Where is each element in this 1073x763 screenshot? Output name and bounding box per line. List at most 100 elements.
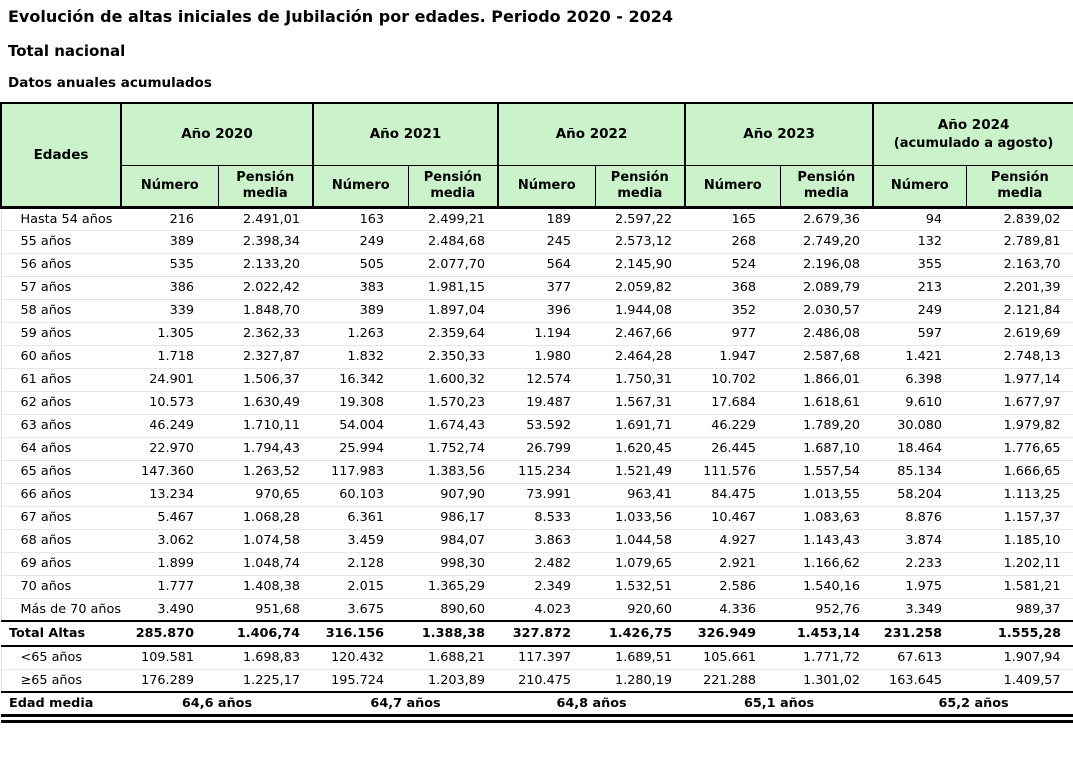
pension-media-cell: 1.225,17 bbox=[218, 668, 314, 692]
pension-media-cell: 1.710,11 bbox=[218, 413, 314, 437]
pension-media-cell: 890,60 bbox=[408, 597, 499, 621]
pension-media-cell: 2.839,02 bbox=[966, 207, 1073, 230]
numero-cell: 26.445 bbox=[685, 436, 781, 460]
row-label: 56 años bbox=[0, 252, 121, 276]
row-label: 58 años bbox=[0, 298, 121, 322]
numero-cell: 24.901 bbox=[121, 367, 218, 391]
pension-media-cell: 1.166,62 bbox=[780, 551, 874, 575]
pension-media-cell: 2.587,68 bbox=[780, 344, 874, 368]
numero-cell: 163.645 bbox=[873, 668, 967, 692]
pension-media-cell: 2.749,20 bbox=[780, 229, 874, 253]
numero-cell: 326.949 bbox=[685, 620, 781, 647]
year-header-2020: Año 2020 bbox=[119, 102, 314, 166]
numero-cell: 147.360 bbox=[121, 459, 218, 483]
numero-cell: 115.234 bbox=[498, 459, 596, 483]
numero-cell: 535 bbox=[121, 252, 218, 276]
pension-media-cell: 1.981,15 bbox=[408, 275, 499, 299]
pension-media-cell: 1.263,52 bbox=[218, 459, 314, 483]
numero-cell: 2.482 bbox=[498, 551, 596, 575]
pension-media-cell: 2.362,33 bbox=[218, 321, 314, 345]
pension-media-cell: 1.618,61 bbox=[780, 390, 874, 414]
pension-media-cell: 1.388,38 bbox=[408, 620, 499, 647]
pension-media-cell: 2.484,68 bbox=[408, 229, 499, 253]
row-label: 69 años bbox=[0, 551, 121, 575]
pension-media-cell: 920,60 bbox=[595, 597, 686, 621]
numero-cell: 4.023 bbox=[498, 597, 596, 621]
numero-cell: 1.421 bbox=[873, 344, 967, 368]
pension-media-cell: 2.619,69 bbox=[966, 321, 1073, 345]
pension-media-cell: 1.776,65 bbox=[966, 436, 1073, 460]
numero-cell: 9.610 bbox=[873, 390, 967, 414]
numero-cell: 316.156 bbox=[313, 620, 409, 647]
pension-media-cell: 2.359,64 bbox=[408, 321, 499, 345]
pension-media-cell: 1.674,43 bbox=[408, 413, 499, 437]
pension-media-cell: 989,37 bbox=[966, 597, 1073, 621]
age-row: 63 años 46.249 1.710,11 54.004 1.674,43 53.59… bbox=[0, 413, 1073, 437]
row-label: Más de 70 años bbox=[0, 597, 121, 621]
pension-media-cell: 998,30 bbox=[408, 551, 499, 575]
numero-cell: 368 bbox=[685, 275, 781, 299]
year-label: Año 2022 bbox=[555, 126, 628, 143]
pension-media-cell: 1.406,74 bbox=[218, 620, 314, 647]
age-row: 68 años 3.062 1.074,58 3.459 984,07 3.863 1.04… bbox=[0, 528, 1073, 552]
pension-media-cell: 1.570,23 bbox=[408, 390, 499, 414]
numero-cell: 1.777 bbox=[121, 574, 218, 598]
pension-media-cell: 1.944,08 bbox=[595, 298, 686, 322]
pension-media-header: Pensión media bbox=[965, 164, 1073, 209]
numero-cell: 3.349 bbox=[873, 597, 967, 621]
pension-media-cell: 1.202,11 bbox=[966, 551, 1073, 575]
pension-media-cell: 1.426,75 bbox=[595, 620, 686, 647]
numero-cell: 46.249 bbox=[121, 413, 218, 437]
numero-cell: 268 bbox=[685, 229, 781, 253]
numero-header: Número bbox=[684, 164, 781, 209]
row-label: 57 años bbox=[0, 275, 121, 299]
pension-media-cell: 1.620,45 bbox=[595, 436, 686, 460]
numero-cell: 383 bbox=[313, 275, 409, 299]
pension-media-header: Pensión media bbox=[779, 164, 874, 209]
year-header-2024: Año 2024 (acumulado a agosto) bbox=[872, 102, 1073, 166]
numero-cell: 8.533 bbox=[498, 505, 596, 529]
table-header: Edades Año 2020 Año 2021 Año 2022 Año 20… bbox=[0, 102, 1073, 209]
pension-media-cell: 1.409,57 bbox=[966, 668, 1073, 692]
row-label: 66 años bbox=[0, 482, 121, 506]
row-label: 60 años bbox=[0, 344, 121, 368]
pension-media-cell: 1.033,56 bbox=[595, 505, 686, 529]
age-row: 60 años 1.718 2.327,87 1.832 2.350,33 1.980 2.… bbox=[0, 344, 1073, 368]
numero-cell: 22.970 bbox=[121, 436, 218, 460]
pension-media-cell: 1.068,28 bbox=[218, 505, 314, 529]
numero-cell: 111.576 bbox=[685, 459, 781, 483]
pension-media-cell: 1.789,20 bbox=[780, 413, 874, 437]
numero-header: Número bbox=[312, 164, 409, 209]
pension-media-cell: 1.506,37 bbox=[218, 367, 314, 391]
numero-cell: 176.289 bbox=[121, 668, 218, 692]
pension-media-cell: 2.499,21 bbox=[428, 211, 486, 227]
numero-cell: 564 bbox=[498, 252, 596, 276]
numero-cell: 1.305 bbox=[121, 321, 218, 345]
numero-cell: 2.128 bbox=[313, 551, 409, 575]
edad-media-value: 64,8 años bbox=[498, 691, 686, 723]
numero-cell: 245 bbox=[498, 229, 596, 253]
pension-media-cell: 1.408,38 bbox=[218, 574, 314, 598]
row-label: ≥65 años bbox=[0, 668, 121, 692]
numero-cell: 3.490 bbox=[121, 597, 218, 621]
pension-media-cell: 1.083,63 bbox=[780, 505, 874, 529]
numero-cell: 3.675 bbox=[313, 597, 409, 621]
numero-cell: 352 bbox=[685, 298, 781, 322]
row-label: 65 años bbox=[0, 459, 121, 483]
year-label: Año 2021 bbox=[369, 126, 442, 143]
pension-media-cell: 2.196,08 bbox=[780, 252, 874, 276]
numero-cell: 16.342 bbox=[313, 367, 409, 391]
numero-cell: 26.799 bbox=[498, 436, 596, 460]
numero-cell: 195.724 bbox=[313, 668, 409, 692]
pension-media-cell: 2.133,20 bbox=[218, 252, 314, 276]
pension-media-header: Pensión media bbox=[407, 164, 499, 209]
breakdown-row: ≥65 años 176.289 1.225,17 195.724 1.203,89 21… bbox=[0, 668, 1073, 692]
numero-cell: 524 bbox=[685, 252, 781, 276]
pension-media-cell: 1.581,21 bbox=[966, 574, 1073, 598]
pension-media-cell: 1.752,74 bbox=[408, 436, 499, 460]
row-label: Edad media bbox=[1, 691, 121, 723]
year-label: Año 2023 bbox=[743, 126, 815, 143]
year-sublabel: (acumulado a agosto) bbox=[893, 136, 1054, 152]
numero-cell: 18.464 bbox=[873, 436, 967, 460]
numero-cell: 54.004 bbox=[313, 413, 409, 437]
